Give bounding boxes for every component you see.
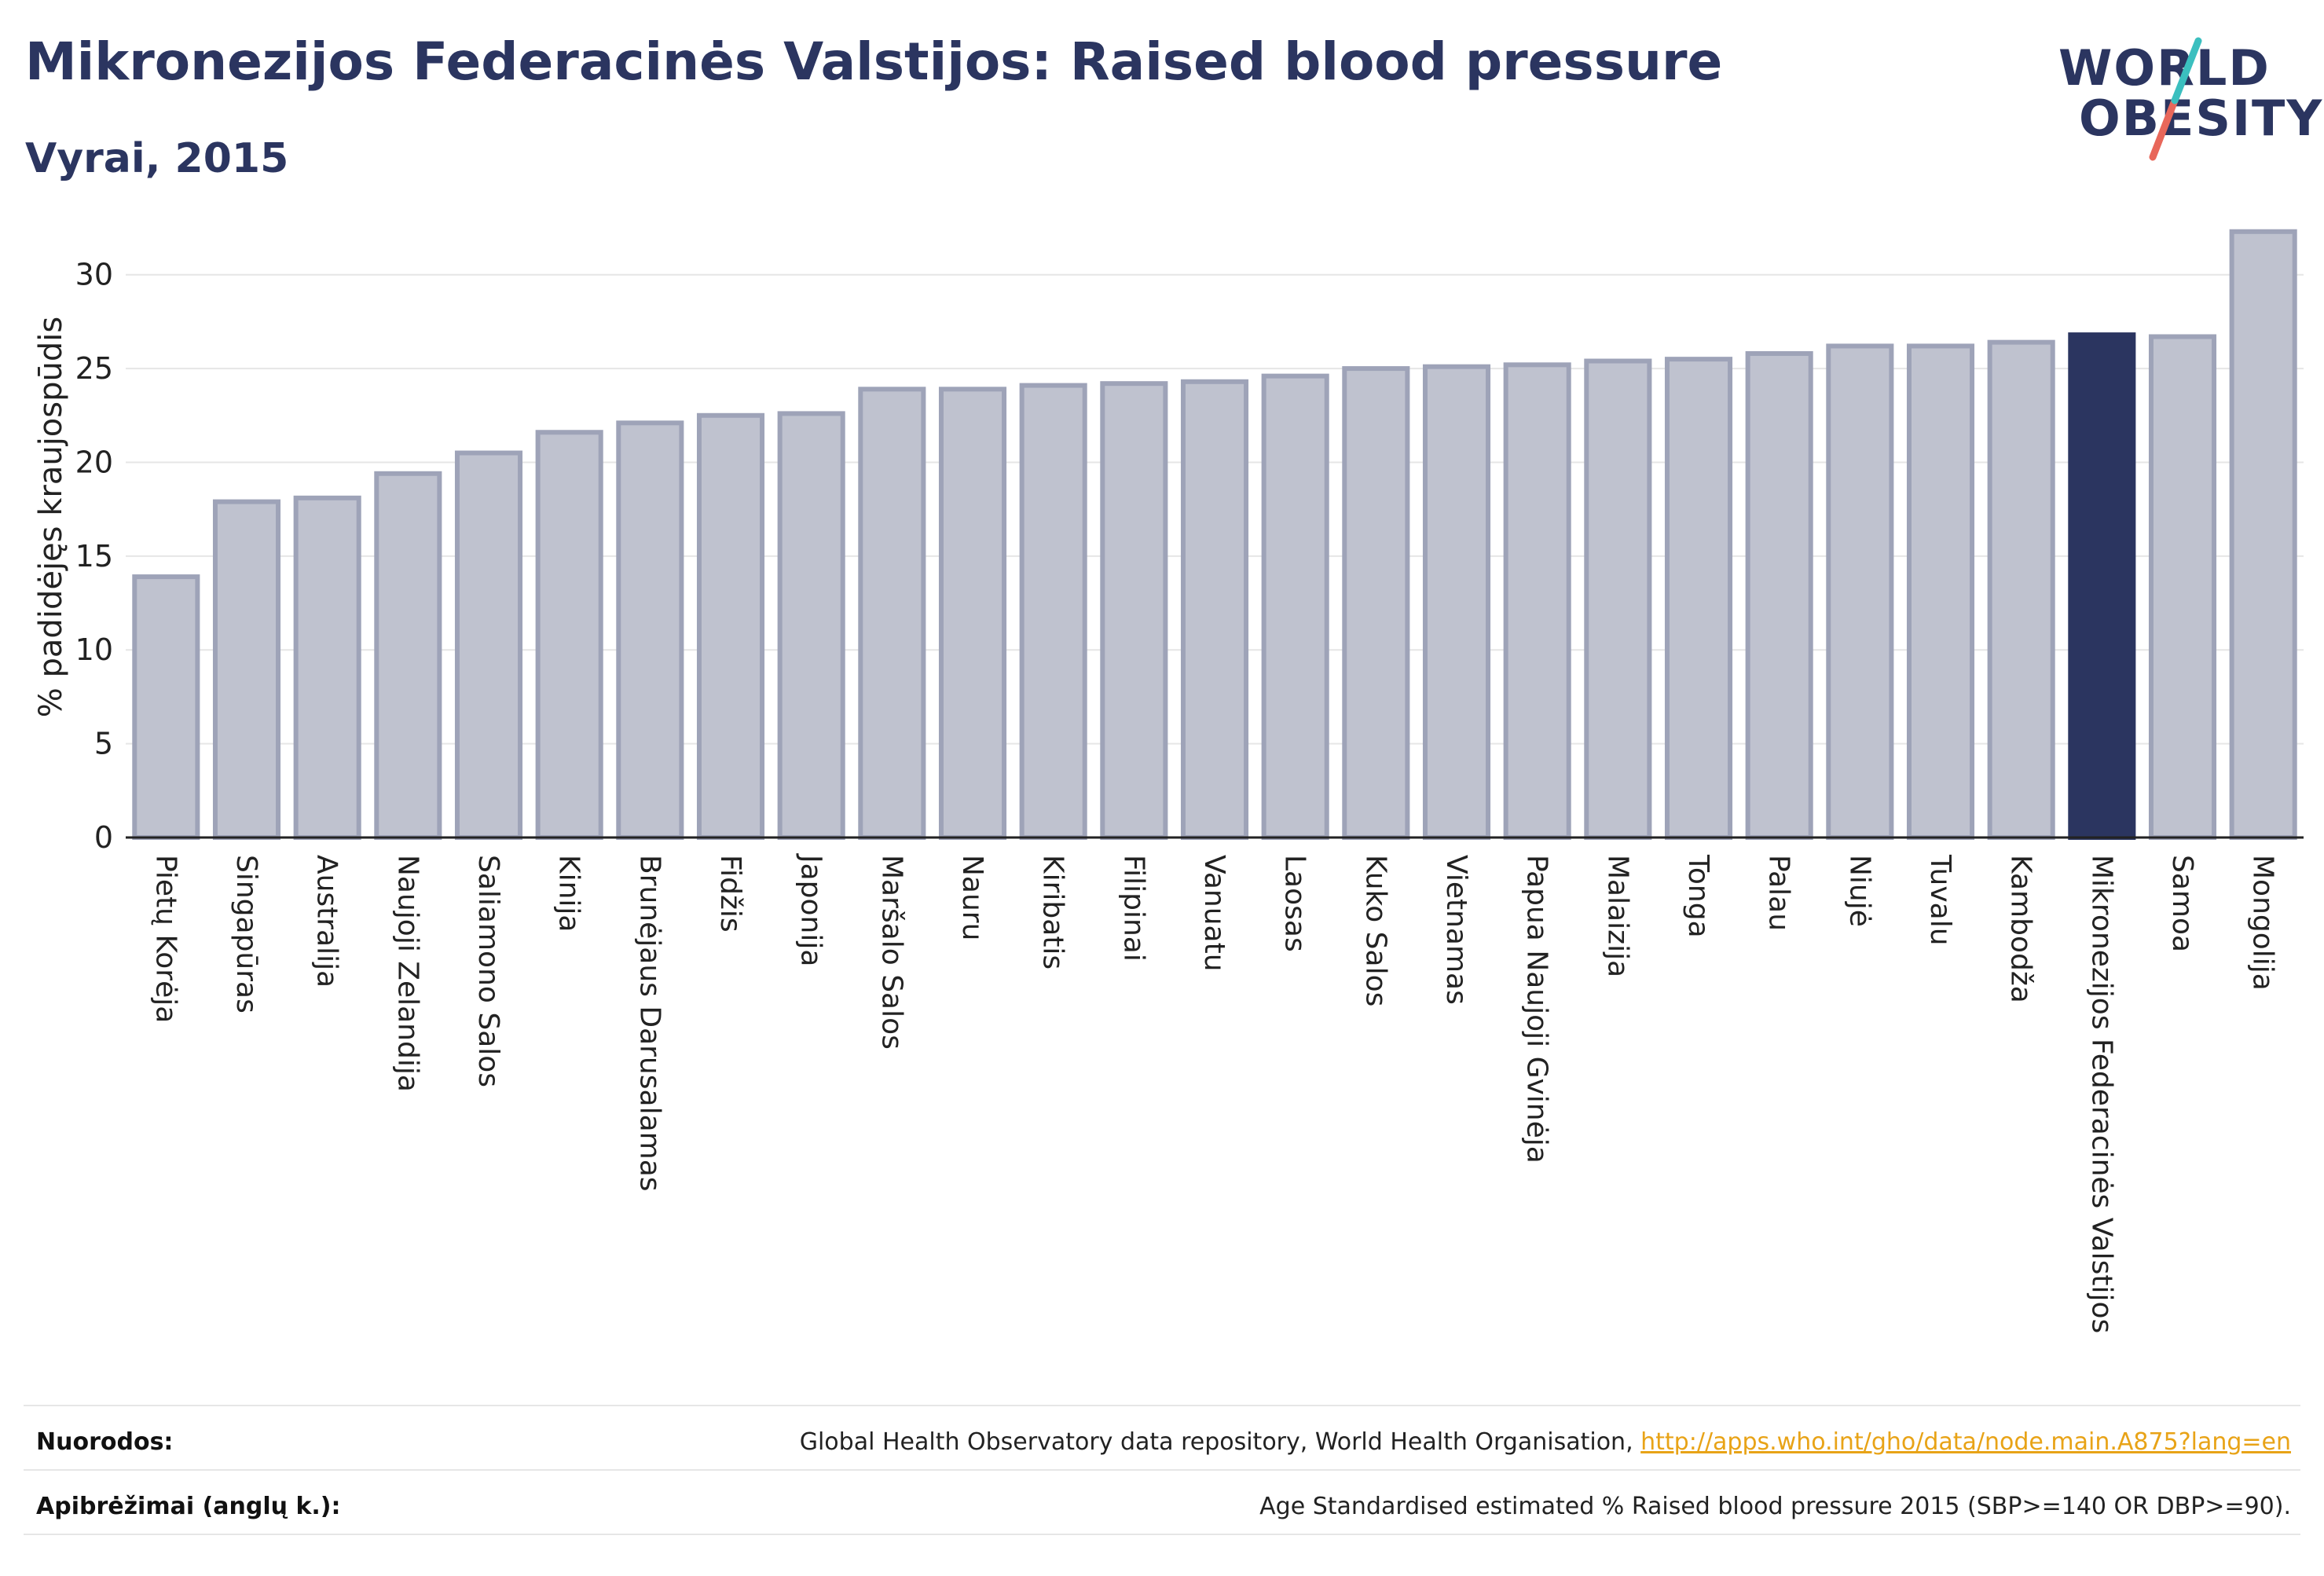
y-tick-label: 0 bbox=[94, 820, 113, 855]
logo-line-2: OBESITY bbox=[2079, 90, 2324, 147]
bar[interactable] bbox=[454, 450, 523, 840]
y-tick-label: 10 bbox=[75, 632, 113, 667]
x-tick-label: Australija bbox=[311, 855, 343, 988]
footer-divider-bottom bbox=[24, 1534, 2300, 1535]
x-tick-label: Fidžis bbox=[714, 855, 746, 933]
bar[interactable] bbox=[1503, 362, 1571, 841]
sources-text: Global Health Observatory data repositor… bbox=[800, 1428, 2291, 1456]
bar[interactable] bbox=[938, 387, 1007, 840]
x-tick-label: Samoa bbox=[2166, 855, 2198, 952]
x-tick-label: Saliamono Salos bbox=[472, 855, 504, 1087]
bar[interactable] bbox=[1664, 357, 1733, 840]
definitions-label: Apibrėžimai (anglų k.): bbox=[36, 1493, 341, 1520]
y-axis-label: % padidėjęs kraujospūdis bbox=[33, 317, 69, 717]
x-tick-label: Maršalo Salos bbox=[875, 855, 907, 1050]
x-tick-label: Kinija bbox=[553, 855, 585, 933]
y-tick-label: 5 bbox=[94, 727, 113, 761]
x-tick-label: Niujė bbox=[1843, 855, 1875, 927]
bar[interactable] bbox=[293, 495, 361, 840]
bar[interactable] bbox=[132, 574, 200, 840]
bar[interactable] bbox=[1100, 381, 1168, 840]
x-tick-label: Filipinai bbox=[1117, 855, 1149, 962]
x-tick-label: Naujoji Zelandija bbox=[391, 855, 423, 1092]
y-tick-label: 20 bbox=[75, 445, 113, 479]
bar[interactable] bbox=[1180, 379, 1249, 840]
x-tick-label: Malaizija bbox=[1601, 855, 1633, 977]
x-tick-label: Singapūras bbox=[230, 855, 262, 1013]
y-tick-label: 30 bbox=[75, 258, 113, 292]
logo-slash-icon bbox=[2149, 37, 2202, 161]
logo-line-1: WORLD bbox=[2058, 39, 2271, 97]
x-tick-label: Mongolija bbox=[2247, 855, 2279, 991]
bar[interactable] bbox=[1987, 339, 2055, 840]
x-tick-label: Tuvalu bbox=[1924, 854, 1956, 946]
y-tick-label: 25 bbox=[75, 351, 113, 386]
footer-divider-top bbox=[24, 1405, 2300, 1406]
x-tick-label: Kambodža bbox=[2005, 855, 2037, 1003]
x-tick-label: Laosas bbox=[1279, 855, 1311, 952]
bars bbox=[132, 229, 2297, 841]
x-tick-label: Nauru bbox=[956, 855, 988, 940]
bar[interactable] bbox=[696, 412, 765, 840]
x-tick-label: Japonija bbox=[795, 853, 827, 966]
footer-divider-middle bbox=[24, 1469, 2300, 1471]
bar[interactable] bbox=[1342, 366, 1410, 841]
chart-subtitle: Vyrai, 2015 bbox=[25, 135, 289, 182]
x-axis-ticks: Pietų Korėja Singapūras Australija Naujoji … bbox=[149, 853, 2278, 1333]
bar[interactable] bbox=[777, 411, 845, 840]
x-tick-label: Tonga bbox=[1682, 854, 1714, 938]
x-tick-label: Papua Naujoji Gvinėja bbox=[1521, 855, 1553, 1164]
bar[interactable] bbox=[1261, 373, 1329, 840]
bar[interactable] bbox=[616, 420, 684, 840]
bar[interactable] bbox=[1584, 358, 1652, 840]
bar[interactable] bbox=[1906, 343, 1975, 840]
y-axis-ticks: 0 5 10 15 20 25 30 bbox=[75, 258, 113, 855]
bar[interactable] bbox=[858, 387, 926, 840]
bar[interactable] bbox=[212, 499, 281, 840]
bar[interactable] bbox=[1422, 364, 1491, 841]
x-tick-label: Vietnamas bbox=[1440, 855, 1472, 1005]
sources-description: Global Health Observatory data repositor… bbox=[799, 1428, 1641, 1456]
bar[interactable] bbox=[1826, 343, 1894, 840]
bar-highlighted[interactable] bbox=[2068, 332, 2136, 840]
x-tick-label: Palau bbox=[1763, 855, 1795, 931]
sources-link[interactable]: http://apps.who.int/gho/data/node.main.A… bbox=[1640, 1428, 2291, 1456]
x-tick-label: Kuko Salos bbox=[1359, 855, 1391, 1006]
x-tick-label: Vanuatu bbox=[1198, 855, 1230, 972]
chart-title: Mikronezijos Federacinės Valstijos: Rais… bbox=[25, 31, 1723, 92]
bar[interactable] bbox=[535, 430, 603, 840]
x-tick-label: Mikronezijos Federacinės Valstijos bbox=[2085, 855, 2117, 1333]
definitions-text: Age Standardised estimated % Raised bloo… bbox=[1259, 1493, 2291, 1520]
bar-chart: 0 5 10 15 20 25 30 Pietų Korėja Singapūras Austr… bbox=[33, 229, 2304, 1333]
y-tick-label: 15 bbox=[75, 539, 113, 574]
bar[interactable] bbox=[1019, 383, 1087, 840]
bar[interactable] bbox=[2148, 334, 2217, 840]
x-tick-label: Kiribatis bbox=[1037, 855, 1069, 969]
x-tick-label: Brunėjaus Darusalamas bbox=[633, 855, 665, 1192]
bar[interactable] bbox=[374, 471, 442, 841]
bar[interactable] bbox=[2229, 229, 2297, 840]
sources-label: Nuorodos: bbox=[36, 1428, 174, 1456]
bar[interactable] bbox=[1745, 350, 1813, 840]
world-obesity-logo: WORLD OBESITY bbox=[2051, 31, 2322, 165]
x-tick-label: Pietų Korėja bbox=[149, 855, 181, 1023]
